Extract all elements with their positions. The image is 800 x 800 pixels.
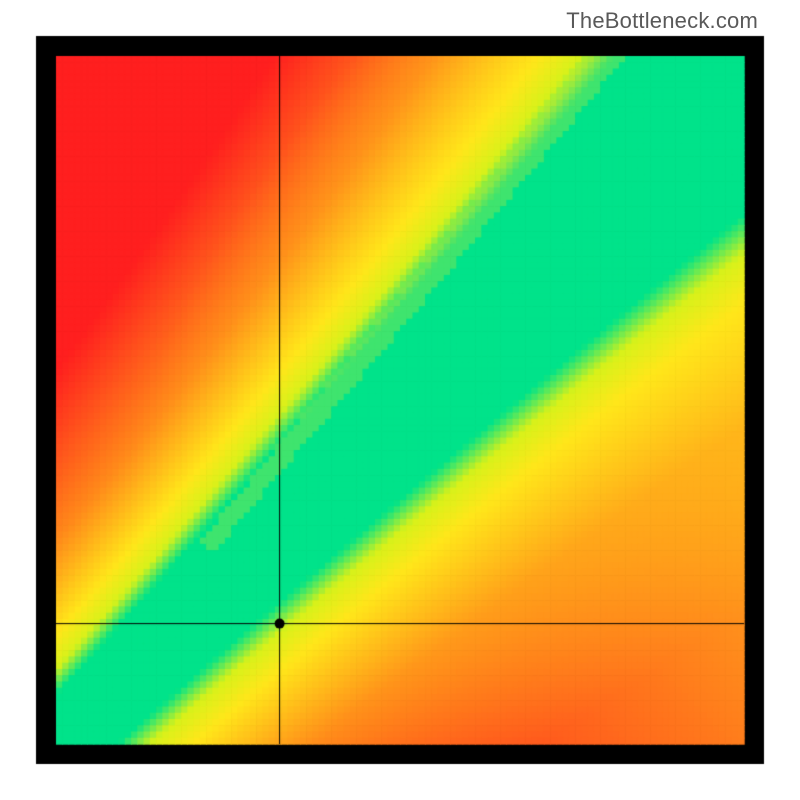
chart-container: TheBottleneck.com [0, 0, 800, 800]
watermark-text: TheBottleneck.com [566, 8, 758, 34]
heatmap-canvas [0, 0, 800, 800]
